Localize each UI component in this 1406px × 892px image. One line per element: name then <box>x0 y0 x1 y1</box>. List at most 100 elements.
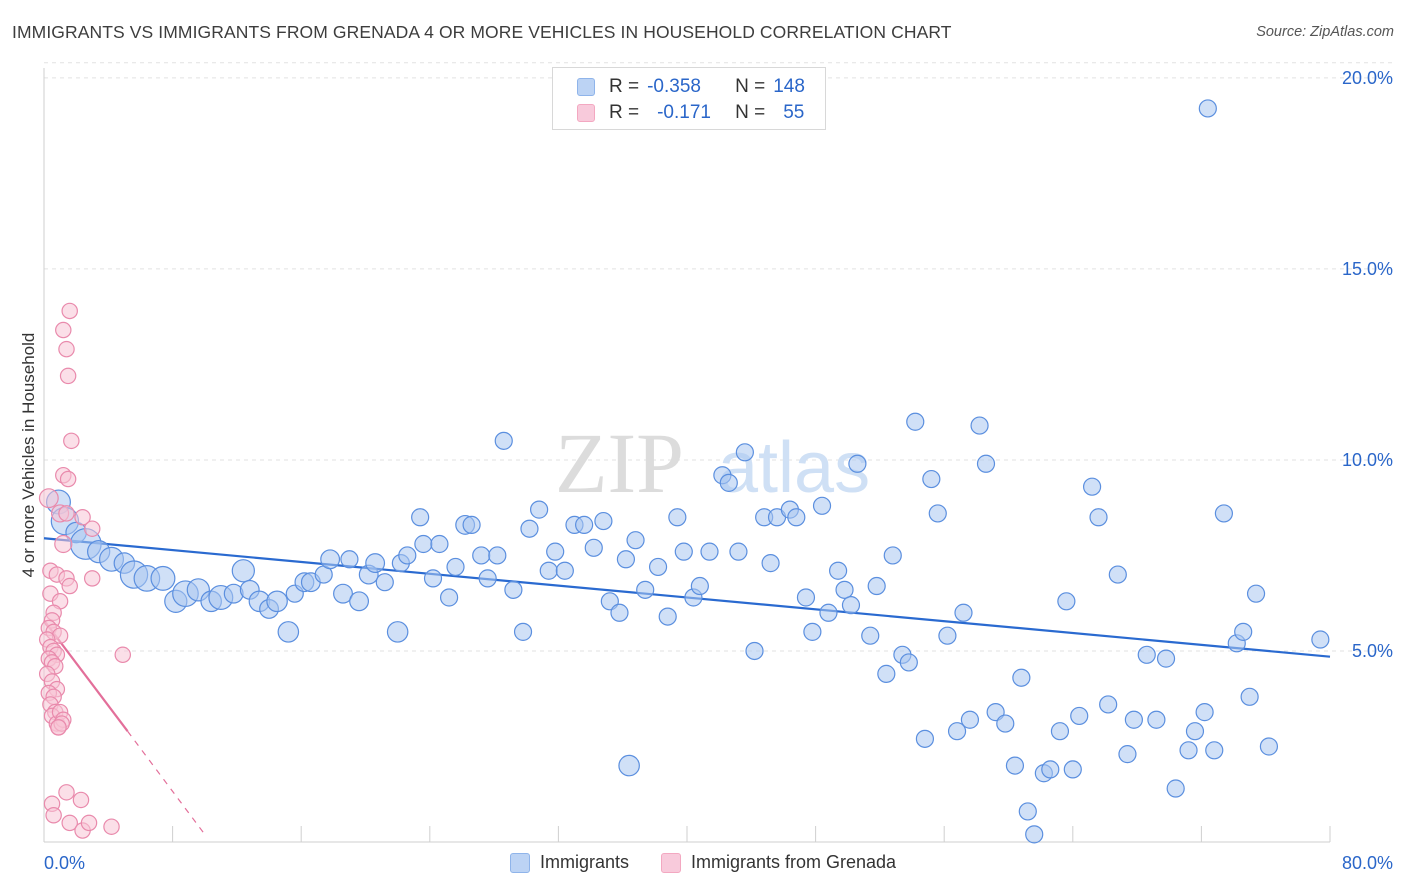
data-point <box>231 559 255 583</box>
data-point <box>45 807 62 824</box>
data-point <box>55 321 72 339</box>
legend-n-value: 55 <box>783 102 805 123</box>
data-point <box>906 412 925 431</box>
series-label-grenada: Immigrants from Grenada <box>690 852 897 872</box>
y-axis-label: 4 or more Vehicles in Household <box>19 333 38 578</box>
data-point <box>83 570 101 587</box>
data-point <box>1005 756 1025 775</box>
data-point <box>1214 504 1234 523</box>
data-point <box>150 565 176 591</box>
data-point <box>1156 649 1176 668</box>
data-point <box>478 569 497 588</box>
data-point <box>430 534 449 554</box>
data-point <box>50 719 67 736</box>
data-point <box>103 818 120 835</box>
data-point <box>504 580 523 599</box>
data-point <box>812 496 832 515</box>
data-point <box>636 580 655 599</box>
data-point <box>1234 622 1253 641</box>
data-point <box>618 754 640 777</box>
data-point <box>1124 710 1143 729</box>
y-tick-label: 10.0% <box>1342 450 1393 470</box>
legend-r-label: R = <box>609 76 640 97</box>
data-point <box>38 488 59 509</box>
data-point <box>320 549 341 570</box>
data-point <box>1089 508 1108 527</box>
watermark-zip: ZIP <box>555 415 684 511</box>
data-point <box>861 626 880 645</box>
data-point <box>58 784 75 801</box>
data-point <box>277 621 300 643</box>
data-point <box>729 542 748 561</box>
data-point <box>83 520 101 537</box>
data-point <box>899 653 918 672</box>
data-point <box>555 561 574 580</box>
trend-lines <box>43 537 1331 835</box>
data-point <box>922 469 941 489</box>
data-point <box>1137 645 1156 664</box>
data-point <box>349 591 370 612</box>
data-point <box>414 534 433 554</box>
data-point <box>700 542 719 561</box>
data-point <box>626 531 645 550</box>
y-tick-label: 5.0% <box>1352 641 1393 661</box>
data-point <box>61 577 78 595</box>
data-point <box>877 664 896 683</box>
data-point <box>539 561 558 580</box>
x-tick-marks <box>43 826 1331 842</box>
data-point <box>616 550 636 569</box>
legend-r-value: -0.358 <box>647 76 701 97</box>
legend-n-label: N = <box>735 102 766 123</box>
data-point <box>938 626 957 645</box>
data-point <box>80 814 98 832</box>
chart-title: IMMIGRANTS VS IMMIGRANTS FROM GRENADA 4 … <box>12 22 952 42</box>
data-point <box>114 646 132 664</box>
data-point <box>575 515 594 534</box>
y-tick-label: 20.0% <box>1342 68 1393 88</box>
series-label-immigrants: Immigrants <box>539 852 629 872</box>
data-point <box>462 515 481 534</box>
data-point <box>915 729 935 748</box>
data-point <box>803 622 822 641</box>
data-point <box>1099 695 1118 714</box>
data-point <box>1259 737 1279 756</box>
data-point <box>1063 760 1082 779</box>
data-point <box>883 546 902 565</box>
data-point <box>1018 802 1037 821</box>
data-point <box>668 508 687 527</box>
data-point <box>1025 825 1044 844</box>
data-point <box>841 596 861 615</box>
data-point <box>61 814 78 832</box>
legend-r-value: -0.171 <box>657 102 711 123</box>
data-point <box>546 542 565 561</box>
data-point <box>819 603 838 622</box>
data-point <box>333 583 353 604</box>
data-point <box>266 590 288 613</box>
data-point <box>1118 745 1137 764</box>
data-point <box>796 588 816 607</box>
data-point <box>59 470 77 488</box>
data-point <box>719 473 738 492</box>
data-point <box>1198 99 1217 118</box>
data-point <box>386 621 409 643</box>
data-point <box>1166 779 1185 798</box>
data-point <box>947 722 967 741</box>
data-point <box>1185 722 1205 741</box>
data-point <box>1205 741 1224 760</box>
data-point <box>594 511 613 531</box>
data-point <box>1041 760 1060 779</box>
legend-n-value: 148 <box>773 76 805 97</box>
series-points-1 <box>38 302 132 839</box>
data-point <box>1050 722 1070 741</box>
data-point <box>648 557 668 577</box>
legend-swatch-immigrants <box>577 78 595 96</box>
trend-line-extension-1 <box>127 730 206 835</box>
data-point <box>976 454 996 473</box>
data-point <box>835 580 854 599</box>
series-legend-immigrants: Immigrants <box>509 852 629 873</box>
series-points-0 <box>45 99 1330 844</box>
data-point <box>446 557 465 577</box>
x-tick-label-max: 80.0% <box>1342 853 1393 873</box>
legend-n-label: N = <box>735 76 766 97</box>
